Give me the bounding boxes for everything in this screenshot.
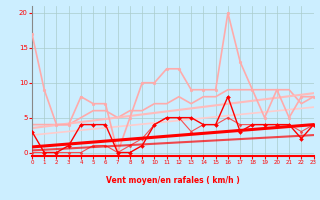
X-axis label: Vent moyen/en rafales ( km/h ): Vent moyen/en rafales ( km/h )	[106, 176, 240, 185]
